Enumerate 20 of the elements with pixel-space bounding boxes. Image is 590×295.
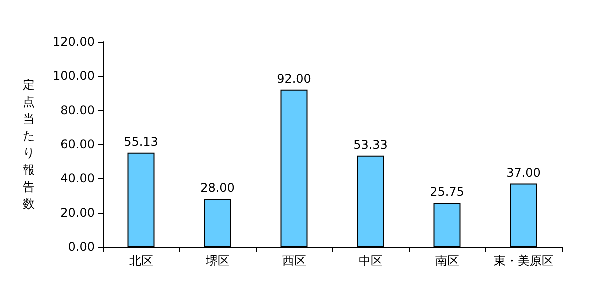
- y-tick-label: 20.00: [60, 206, 95, 220]
- x-tick-label: 西区: [282, 254, 306, 268]
- x-tick-label: 南区: [435, 254, 460, 268]
- y-axis-title: 定点当たり報告数: [23, 78, 35, 211]
- data-label: 37.00: [506, 166, 541, 180]
- data-label: 55.13: [124, 134, 158, 149]
- x-tick-label: 中区: [358, 254, 383, 268]
- data-label: 25.75: [430, 185, 464, 200]
- data-label: 53.33: [354, 138, 388, 152]
- data-label: 92.00: [277, 72, 312, 86]
- data-label: 28.00: [200, 181, 235, 196]
- y-tick-label: 120.00: [53, 35, 95, 49]
- y-tick-label: 100.00: [53, 69, 95, 84]
- x-tick-label: 北区: [129, 254, 154, 268]
- y-tick-label: 80.00: [60, 103, 95, 118]
- y-tick-label: 40.00: [60, 172, 95, 186]
- y-tick-label: 60.00: [60, 138, 95, 152]
- y-tick-label: 0.00: [68, 240, 95, 254]
- x-tick-label: 東・美原区: [494, 254, 554, 268]
- x-tick-label: 堺区: [204, 254, 230, 268]
